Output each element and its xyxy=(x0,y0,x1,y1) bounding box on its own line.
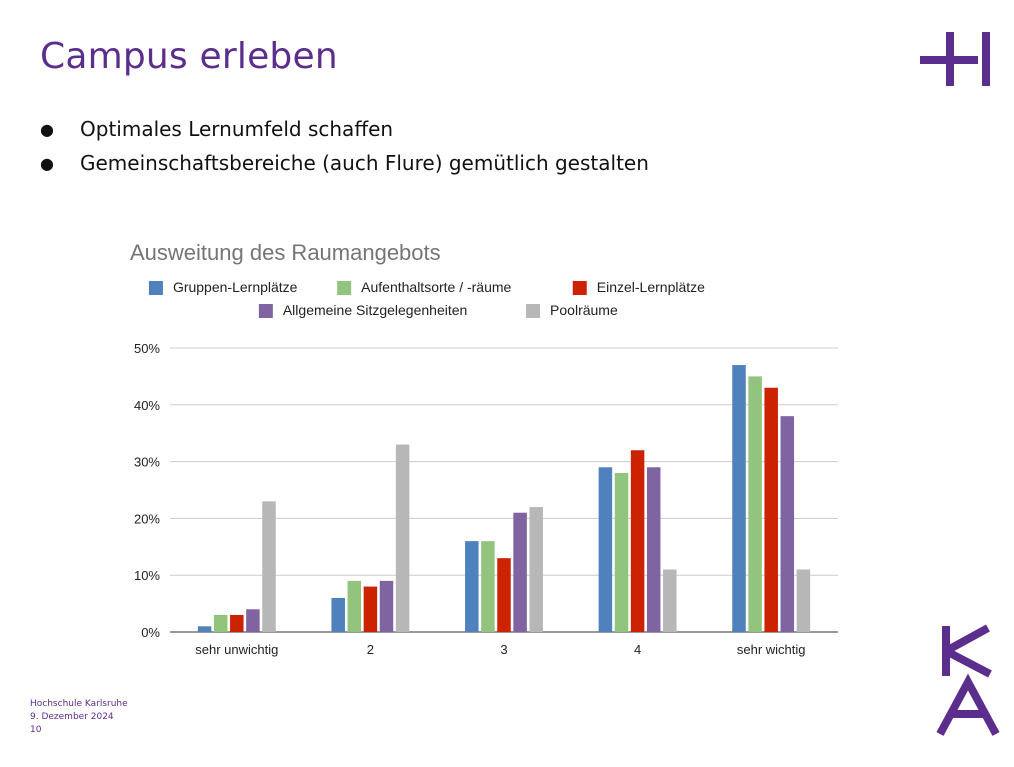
bar xyxy=(796,569,811,632)
bullet-list: ● Optimales Lernumfeld schaffen ● Gemein… xyxy=(40,112,649,180)
legend-swatch xyxy=(572,281,587,295)
logo-k-shape xyxy=(942,624,992,678)
bar xyxy=(481,541,495,632)
y-tick-label: 20% xyxy=(134,511,160,526)
bar xyxy=(764,387,778,632)
footer-date: 9. Dezember 2024 xyxy=(30,712,114,722)
y-axis-labels: 0% 10% 20% 30% 40% 50% xyxy=(134,341,160,640)
chart-title: Ausweitung des Raumangebots xyxy=(130,240,441,265)
y-tick-label: 40% xyxy=(134,398,160,413)
legend-label: Gruppen-Lernplätze xyxy=(173,279,298,295)
logo-h-crossbar xyxy=(920,56,978,64)
legend-label: Einzel-Lernplätze xyxy=(597,279,705,295)
bar xyxy=(246,609,260,632)
y-tick-label: 50% xyxy=(134,341,160,356)
y-tick-label: 30% xyxy=(134,455,160,470)
x-tick-label: sehr unwichtig xyxy=(195,642,278,657)
legend-swatch xyxy=(526,304,541,318)
bar xyxy=(630,450,645,632)
bar xyxy=(197,626,212,632)
legend-label: Poolräume xyxy=(550,302,618,318)
bar xyxy=(230,614,244,632)
bullet-text: Optimales Lernumfeld schaffen xyxy=(80,117,394,141)
y-tick-label: 0% xyxy=(141,625,160,640)
bullet-item: ● Optimales Lernumfeld schaffen xyxy=(40,112,649,146)
bar xyxy=(529,507,543,632)
bar xyxy=(379,580,394,632)
bar xyxy=(395,444,410,632)
slide-title: Campus erleben xyxy=(40,36,338,77)
bar xyxy=(598,467,613,632)
bullet-text: Gemeinschaftsbereiche (auch Flure) gemüt… xyxy=(80,151,649,175)
footer: Hochschule Karlsruhe 9. Dezember 2024 10 xyxy=(30,698,128,737)
bar xyxy=(732,365,746,632)
bar xyxy=(262,501,276,632)
y-tick-label: 10% xyxy=(134,568,160,583)
hka-h-logo xyxy=(920,32,990,86)
bar xyxy=(646,467,661,632)
bar xyxy=(363,586,378,632)
x-axis-labels: sehr unwichtig 2 3 4 sehr wichtig xyxy=(195,642,805,657)
legend-label: Aufenthaltsorte / -räume xyxy=(361,279,511,295)
bar xyxy=(331,597,345,632)
bar xyxy=(663,569,677,632)
footer-institution: Hochschule Karlsruhe xyxy=(30,699,128,709)
bullet-dot: ● xyxy=(40,153,54,173)
logo-h-right-bar xyxy=(982,32,990,86)
chart-legend: Gruppen-Lernplätze Aufenthaltsorte / -räu… xyxy=(148,279,705,318)
bar xyxy=(513,512,527,632)
x-tick-label: 4 xyxy=(634,642,641,657)
legend-label: Allgemeine Sitzgelegenheiten xyxy=(283,302,467,318)
x-tick-label: sehr wichtig xyxy=(737,642,806,657)
footer-page-number: 10 xyxy=(30,725,42,735)
bar-chart: Ausweitung des Raumangebots Gruppen-Lern… xyxy=(130,240,838,657)
bar xyxy=(497,558,511,632)
bar xyxy=(213,614,228,632)
bar xyxy=(614,472,629,632)
bar xyxy=(347,580,362,632)
x-tick-label: 3 xyxy=(500,642,507,657)
legend-swatch xyxy=(148,281,163,295)
logo-a-shape xyxy=(936,673,1000,736)
bar xyxy=(748,376,762,632)
legend-swatch xyxy=(337,281,352,295)
bar xyxy=(465,541,479,632)
bullet-item: ● Gemeinschaftsbereiche (auch Flure) gem… xyxy=(40,146,649,180)
legend-swatch xyxy=(258,304,273,318)
hka-ka-logo xyxy=(936,624,1000,736)
chart-grid xyxy=(170,347,838,633)
bar xyxy=(780,416,795,632)
bullet-dot: ● xyxy=(40,119,54,139)
x-tick-label: 2 xyxy=(367,642,374,657)
chart-bars xyxy=(197,365,811,632)
